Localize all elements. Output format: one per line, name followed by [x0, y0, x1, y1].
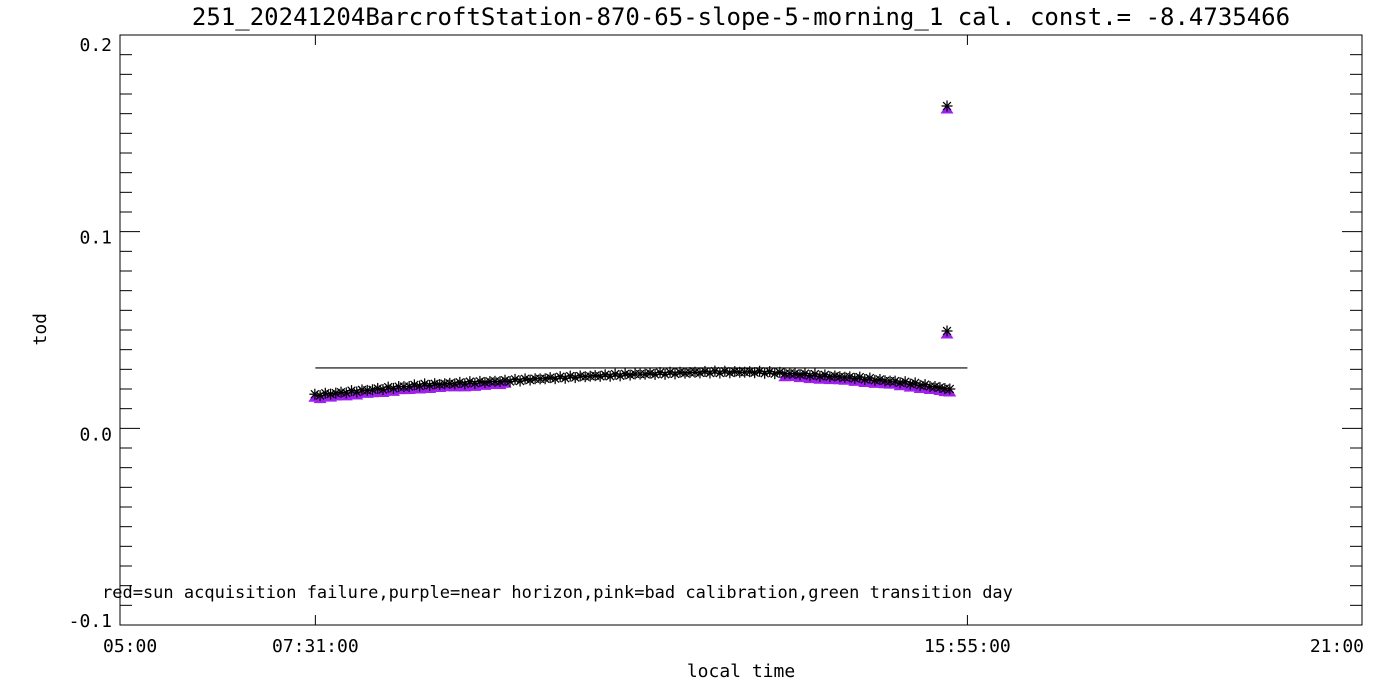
data-point-asterisk: [920, 380, 930, 389]
data-point-asterisk: [450, 379, 460, 389]
data-point-asterisk: [410, 380, 419, 390]
data-point-asterisk: [475, 377, 485, 386]
data-point-asterisk: [765, 367, 775, 376]
data-point-asterisk: [425, 381, 435, 390]
data-point-asterisk: [620, 369, 630, 379]
data-point-asterisk: [710, 366, 720, 376]
data-point-asterisk: [815, 371, 825, 381]
data-point-asterisk: [865, 373, 875, 383]
data-point-asterisk: [500, 375, 510, 385]
data-point-asterisk: [715, 368, 725, 378]
data-point-asterisk: [373, 384, 383, 393]
data-point-asterisk: [368, 385, 377, 395]
data-point-asterisk: [465, 377, 475, 386]
data-point-asterisk: [389, 384, 398, 393]
data-point-asterisk: [725, 368, 735, 378]
data-point-asterisk: [700, 367, 710, 376]
data-point-asterisk: [945, 384, 955, 394]
data-point-asterisk: [615, 371, 625, 381]
data-point-asterisk: [775, 368, 785, 377]
data-point-asterisk: [347, 386, 356, 395]
data-point-asterisk: [760, 368, 770, 378]
data-point-asterisk: [750, 368, 760, 378]
y-tick-label: 0.0: [79, 424, 112, 445]
data-point-asterisk: [860, 375, 870, 384]
x-tick-label: 21:00: [1310, 636, 1364, 657]
data-point-asterisk: [935, 383, 945, 392]
y-axis-label: tod: [30, 313, 51, 346]
data-point-asterisk: [755, 366, 764, 376]
data-point-asterisk: [545, 373, 555, 383]
data-point-asterisk: [705, 368, 715, 378]
data-point-asterisk: [540, 374, 550, 384]
data-point-asterisk: [942, 326, 952, 336]
data-point-asterisk: [404, 382, 414, 391]
y-tick-label: -0.1: [69, 611, 112, 632]
data-point-asterisk: [600, 370, 610, 380]
data-point-asterisk: [610, 369, 620, 379]
data-point-asterisk: [910, 378, 920, 388]
data-point-asterisk: [555, 372, 565, 382]
data-point-asterisk: [670, 369, 680, 379]
data-point-asterisk: [590, 371, 600, 380]
data-point-asterisk: [790, 369, 800, 378]
data-point-asterisk: [890, 376, 900, 386]
y-tick-label: 0.1: [79, 228, 112, 249]
data-point-asterisk: [930, 382, 940, 391]
data-point-asterisk: [470, 378, 480, 388]
data-point-asterisk: [525, 375, 535, 385]
data-point-asterisk: [520, 374, 530, 384]
y-tick-label: 0.2: [79, 35, 112, 56]
data-point-asterisk: [845, 372, 855, 382]
data-point-asterisk: [900, 377, 910, 387]
data-point-asterisk: [570, 373, 580, 382]
data-point-asterisk: [595, 371, 605, 381]
color-legend-annotation: red=sun acquisition failure,purple=near …: [102, 583, 1013, 603]
data-point-asterisk: [495, 377, 505, 386]
data-point-asterisk: [655, 368, 665, 377]
data-point-asterisk: [430, 379, 440, 389]
data-point-asterisk: [895, 378, 905, 388]
data-point-asterisk: [810, 369, 820, 379]
data-point-asterisk: [830, 371, 840, 381]
data-point-asterisk: [805, 371, 815, 380]
data-point-asterisk: [650, 370, 660, 379]
x-axis-label: local time: [686, 661, 796, 682]
data-point-asterisk: [695, 368, 705, 378]
data-point-asterisk: [565, 371, 575, 381]
plot-border: [119, 34, 1363, 626]
plot-title: 251_20241204BarcroftStation-870-65-slope…: [191, 3, 1291, 31]
data-point-asterisk: [331, 388, 341, 398]
data-point-asterisk: [310, 389, 320, 399]
x-tick-label: 15:55:00: [924, 636, 1011, 657]
data-point-asterisk: [383, 382, 393, 392]
data-point-asterisk: [745, 367, 755, 377]
data-point-asterisk: [820, 370, 830, 380]
data-point-asterisk: [645, 368, 655, 378]
data-point-asterisk: [905, 379, 915, 389]
data-point-asterisk: [510, 375, 520, 384]
data-point-asterisk: [326, 389, 335, 399]
data-point-asterisk: [455, 377, 465, 387]
data-point-asterisk: [625, 370, 635, 380]
data-point-asterisk: [675, 367, 685, 377]
data-point-asterisk: [720, 366, 730, 376]
data-point-asterisk: [665, 367, 675, 377]
data-point-asterisk: [800, 369, 810, 378]
x-tick-label: 07:31:00: [272, 636, 359, 657]
data-point-asterisk: [850, 374, 860, 383]
data-point-asterisk: [420, 379, 429, 389]
data-point-asterisk: [855, 372, 865, 382]
data-point-asterisk: [770, 369, 780, 379]
data-point-asterisk: [942, 101, 952, 111]
data-point-asterisk: [875, 375, 885, 384]
x-tick-label: 05:00: [103, 636, 157, 657]
